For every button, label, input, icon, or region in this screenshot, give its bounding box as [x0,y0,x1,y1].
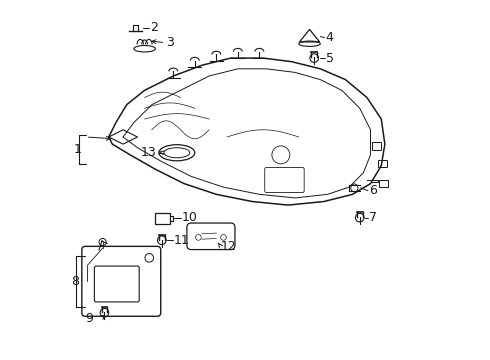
Text: 6: 6 [368,184,377,197]
Text: 10: 10 [182,211,198,224]
Text: 4: 4 [325,31,333,44]
Text: 8: 8 [71,275,79,288]
Text: 12: 12 [220,240,236,253]
Text: 1: 1 [74,143,81,156]
Text: 11: 11 [173,234,189,247]
Text: 3: 3 [166,36,174,49]
Text: 9: 9 [85,312,93,325]
Text: 5: 5 [326,51,334,64]
Text: 13: 13 [141,146,157,159]
Text: 7: 7 [368,211,377,224]
Text: 2: 2 [150,21,158,34]
